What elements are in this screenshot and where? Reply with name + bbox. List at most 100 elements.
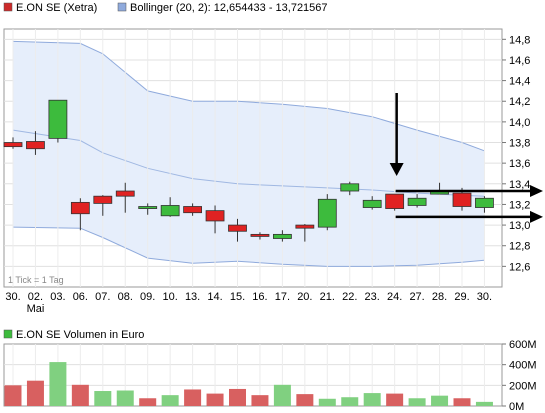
price-legend-swatch [3, 2, 13, 12]
x-tick-label: 30. [477, 291, 492, 303]
candle-body [228, 224, 247, 232]
candle [385, 193, 405, 211]
x-tick-label: 27. [409, 291, 424, 303]
x-tick-label: 06. [73, 291, 88, 303]
tick-note: 1 Tick = 1 Tag [8, 275, 64, 285]
x-tick-label: 20. [297, 291, 312, 303]
annotation-arrows [389, 93, 543, 223]
x-tick-label: 16. [252, 291, 267, 303]
price-y-tick-label: 12,6 [509, 261, 530, 273]
volume-bar [296, 394, 314, 406]
volume-bar [408, 398, 426, 406]
candle-body [93, 195, 113, 204]
volume-bar [184, 389, 202, 406]
candle-body [26, 141, 45, 150]
candle [160, 197, 180, 217]
candle-body [183, 206, 203, 214]
price-y-tick-label: 14,0 [509, 117, 530, 129]
x-tick-label: 21. [320, 291, 335, 303]
candle-body [475, 197, 494, 208]
volume-y-tick-label: 400M [509, 360, 537, 372]
volume-legend-label: E.ON SE Volumen in Euro [16, 329, 144, 341]
price-y-axis: 12,6 12,8 13,0 13,2 13,4 13,6 13,8 14,0 14,2 14,4… [502, 34, 530, 273]
x-tick-label: 10. [163, 291, 178, 303]
candle [26, 131, 45, 155]
vertical-arrow-head [389, 163, 404, 176]
candle-body [48, 99, 68, 139]
price-y-tick-label: 13,0 [509, 220, 530, 232]
price-y-tick-label: 14,8 [509, 34, 530, 46]
volume-bar [475, 401, 493, 406]
candle [70, 198, 90, 231]
x-tick-sublabel: Mai [27, 303, 45, 315]
volume-bar [116, 390, 134, 406]
volume-bar [94, 391, 112, 406]
bollinger-legend-label: Bollinger (20, 2): 12,654433 - 13,721567 [130, 2, 328, 14]
x-tick-label: 07. [95, 291, 110, 303]
candle-body [250, 233, 270, 237]
volume-bar [453, 398, 471, 406]
candle [115, 182, 135, 213]
volume-bar [251, 395, 269, 406]
x-tick-label: 15. [230, 291, 245, 303]
candle [205, 205, 225, 234]
candle-body [160, 205, 180, 217]
volume-bar [206, 393, 224, 406]
price-y-tick-label: 13,8 [509, 138, 530, 150]
candle-body [138, 206, 158, 209]
candle-body [295, 224, 315, 229]
volume-bar [4, 385, 22, 406]
x-tick-label: 30. [5, 291, 20, 303]
volume-y-tick-label: 0M [509, 401, 524, 413]
candle [3, 137, 23, 149]
candle-body [205, 210, 225, 222]
candle-body [115, 190, 135, 197]
candle [295, 224, 315, 242]
x-tick-label: 14. [207, 291, 222, 303]
resistance-arrow-head [530, 185, 543, 198]
candle-body [362, 199, 382, 208]
price-y-tick-label: 13,2 [509, 199, 530, 211]
volume-y-tick-label: 600M [509, 339, 537, 351]
volume-bar [386, 393, 404, 406]
price-y-tick-label: 12,8 [509, 241, 530, 253]
candles [3, 99, 494, 242]
volume-bar [49, 362, 67, 406]
price-legend-label: E.ON SE (Xetra) [16, 2, 97, 14]
price-y-tick-label: 14,2 [509, 96, 530, 108]
x-tick-label: 03. [50, 291, 65, 303]
candle-body [385, 193, 405, 209]
price-y-tick-label: 13,6 [509, 158, 530, 170]
bollinger-band [13, 41, 485, 267]
volume-bar [161, 395, 179, 406]
x-axis: 30. 02.Mai 03. 06. 07. 08. 09. 10. 13. 14. 15. 16. 1… [5, 291, 492, 315]
candle [340, 181, 360, 196]
candle [228, 218, 247, 242]
price-y-tick-label: 14,6 [509, 55, 530, 67]
candle [48, 99, 68, 143]
bollinger-legend-swatch [117, 2, 127, 12]
volume-y-axis: 0M 200M 400M 600M [502, 339, 537, 413]
candle-body [317, 198, 337, 228]
candle [250, 232, 270, 240]
x-tick-label: 22. [342, 291, 357, 303]
volume-legend-swatch [3, 329, 13, 339]
volume-bars [4, 362, 493, 406]
candle [407, 194, 427, 208]
candle [362, 196, 382, 210]
x-tick-label: 09. [140, 291, 155, 303]
volume-bar [26, 380, 44, 406]
x-tick-label: 29. [454, 291, 469, 303]
volume-bar [273, 384, 291, 406]
x-tick-label: 13. [185, 291, 200, 303]
price-y-tick-label: 14,4 [509, 76, 530, 88]
candle [475, 196, 494, 213]
candle [93, 195, 113, 216]
volume-bar [318, 398, 336, 406]
x-tick-label: 02. [28, 291, 43, 303]
x-tick-label: 23. [365, 291, 380, 303]
volume-y-tick-label: 200M [509, 380, 537, 392]
volume-bar [363, 393, 381, 406]
candle [272, 230, 292, 242]
